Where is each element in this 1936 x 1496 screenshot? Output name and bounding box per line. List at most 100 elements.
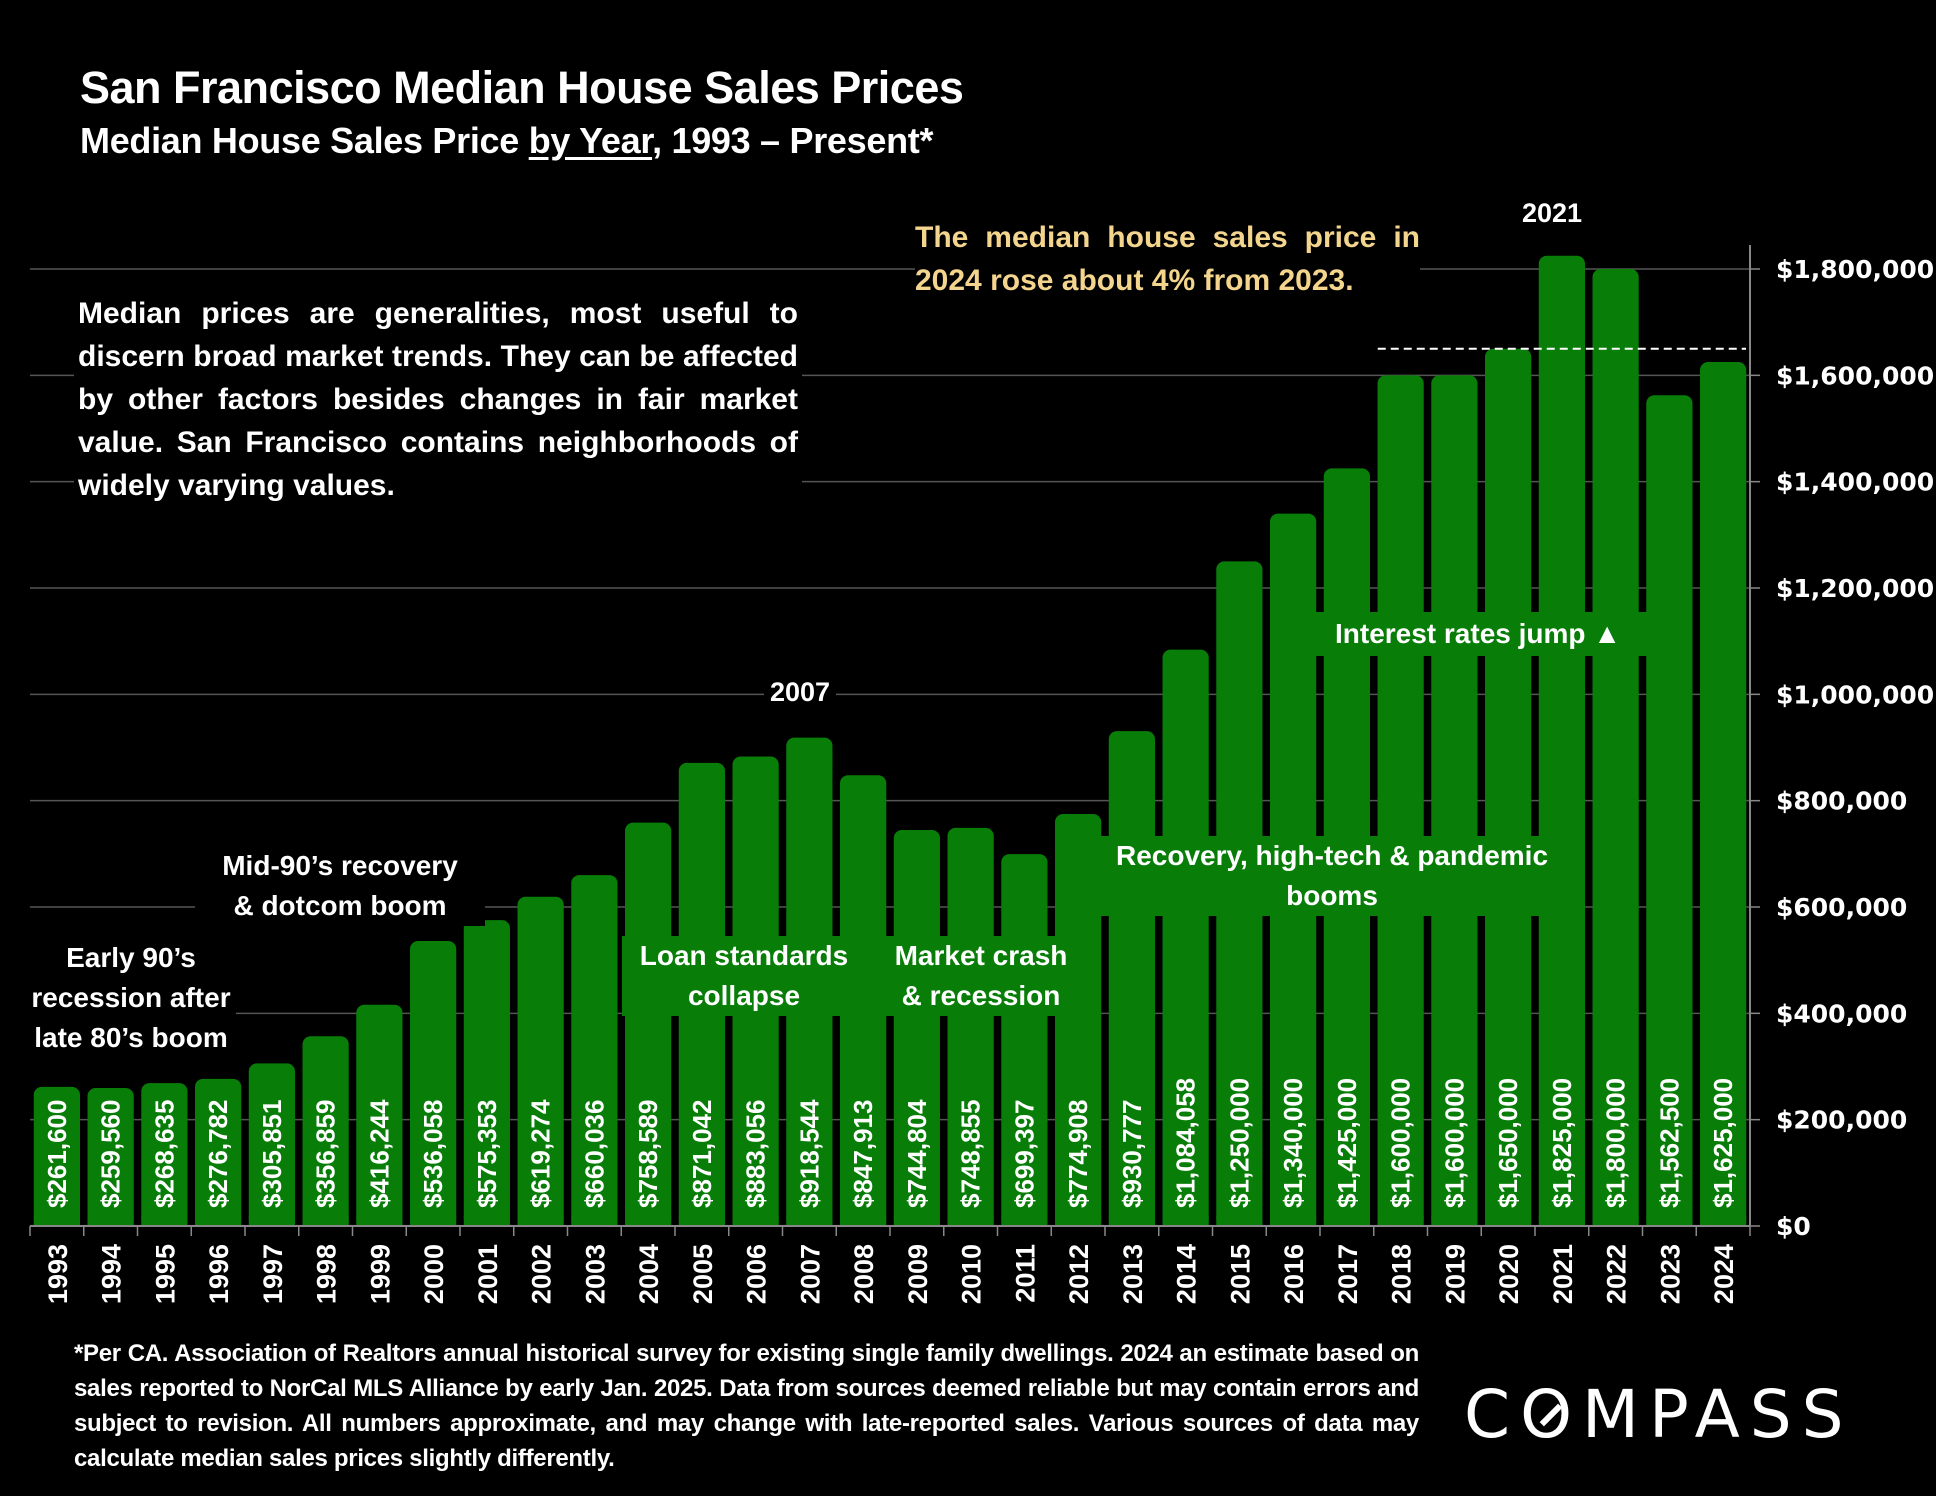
annotation-recovery: Recovery, high-tech & pandemic booms bbox=[1092, 836, 1572, 916]
bar-2021 bbox=[1538, 255, 1585, 1227]
x-tick-label: 2011 bbox=[1010, 1244, 1040, 1303]
annotation-early-90s: Early 90’s recession after late 80’s boo… bbox=[26, 938, 236, 1058]
subtitle-underlined: by Year bbox=[528, 120, 653, 161]
x-tick-label: 2002 bbox=[527, 1244, 557, 1304]
bar-base-1998 bbox=[302, 1216, 349, 1226]
bar-base-2001 bbox=[463, 1216, 510, 1226]
x-tick-label: 2024 bbox=[1709, 1244, 1739, 1304]
bar-1994 bbox=[87, 1088, 134, 1226]
axes bbox=[29, 245, 1760, 1236]
bar-base-2006 bbox=[732, 1216, 779, 1226]
bar-base-1997 bbox=[248, 1216, 295, 1226]
annotation-line: & recession bbox=[901, 980, 1061, 1011]
bar-2023 bbox=[1646, 395, 1693, 1226]
bar-value-label: $416,244 bbox=[364, 1099, 394, 1208]
bar-2004 bbox=[625, 822, 672, 1226]
annotation-line: recession after bbox=[31, 982, 231, 1013]
bar-base-2011 bbox=[1001, 1216, 1048, 1226]
bar-base-2018 bbox=[1377, 1216, 1424, 1226]
bar-base-2017 bbox=[1323, 1216, 1370, 1226]
bar-2001 bbox=[463, 920, 510, 1226]
bar-base-2012 bbox=[1055, 1216, 1102, 1226]
bar-value-label: $1,625,000 bbox=[1708, 1078, 1738, 1208]
chart-title: San Francisco Median House Sales Prices bbox=[80, 62, 964, 113]
bar-value-label: $847,913 bbox=[848, 1100, 878, 1208]
bar-value-label: $619,274 bbox=[526, 1099, 556, 1208]
bar-base-2023 bbox=[1646, 1216, 1693, 1226]
x-tick-label: 2013 bbox=[1118, 1244, 1148, 1304]
annotation-line: Early 90’s bbox=[66, 942, 196, 973]
bar-base-2013 bbox=[1108, 1216, 1155, 1226]
bar-2002 bbox=[517, 896, 564, 1226]
bar-value-label: $259,560 bbox=[96, 1100, 126, 1208]
bar-value-label: $758,589 bbox=[633, 1100, 663, 1208]
subtitle-prefix: Median House Sales Price bbox=[80, 120, 529, 161]
annotation-line: Mid-90’s recovery bbox=[222, 850, 458, 881]
annotation-loan-standards: Loan standards collapse bbox=[622, 936, 866, 1016]
x-tick-label: 1993 bbox=[43, 1244, 73, 1304]
x-tick-label: 2006 bbox=[742, 1244, 772, 1304]
logo-letter: C bbox=[1464, 1376, 1521, 1453]
bar-value-label: $305,851 bbox=[257, 1100, 287, 1208]
bar-value-label: $1,084,058 bbox=[1171, 1078, 1201, 1208]
bar-value-label: $1,825,000 bbox=[1547, 1078, 1577, 1208]
bar-base-1996 bbox=[195, 1216, 242, 1226]
x-tick-label: 2014 bbox=[1172, 1244, 1202, 1304]
bar-value-label: $1,562,500 bbox=[1654, 1078, 1684, 1208]
bar-base-2022 bbox=[1592, 1216, 1639, 1226]
bar-1997 bbox=[248, 1063, 295, 1226]
annotation-line: Recovery, high-tech & pandemic bbox=[1115, 840, 1549, 871]
y-tick-label: $1,800,000 bbox=[1776, 255, 1934, 284]
x-tick-label: 1999 bbox=[365, 1244, 395, 1304]
y-tick-label: $1,600,000 bbox=[1776, 361, 1934, 390]
bar-value-label: $1,340,000 bbox=[1278, 1078, 1308, 1208]
bar-value-label: $1,425,000 bbox=[1332, 1078, 1362, 1208]
bar-value-label: $261,600 bbox=[42, 1100, 72, 1208]
bars bbox=[33, 255, 1747, 1227]
bar-value-label: $748,855 bbox=[956, 1100, 986, 1208]
annotation-interest-rates: Interest rates jump ▲ bbox=[1300, 612, 1656, 656]
y-tick-labels: $0 $200,000 $400,000 $600,000 $800,000 $1,000… bbox=[1776, 255, 1934, 1241]
y-tick-label: $0 bbox=[1776, 1212, 1811, 1241]
x-tick-label: 1998 bbox=[312, 1244, 342, 1304]
bar-2020 bbox=[1485, 348, 1532, 1226]
annotation-line: & dotcom boom bbox=[233, 890, 447, 921]
compass-logo: COMPASS bbox=[1464, 1376, 1854, 1453]
bar-1993 bbox=[33, 1086, 80, 1226]
peak-label-2007: 2007 bbox=[764, 677, 837, 708]
bar-1998 bbox=[302, 1036, 349, 1226]
bar-chart: $261,600 $259,560 $268,635 $276,782 $305,851… bbox=[29, 245, 1934, 1304]
bar-base-1999 bbox=[356, 1216, 403, 1226]
bar-value-label: $575,353 bbox=[472, 1100, 502, 1208]
bar-base-2009 bbox=[893, 1216, 940, 1226]
x-tick-label: 1996 bbox=[204, 1244, 234, 1304]
bar-1999 bbox=[356, 1004, 403, 1226]
bar-value-label: $883,056 bbox=[741, 1100, 771, 1208]
x-tick-label: 1994 bbox=[97, 1244, 127, 1304]
peak-label-2021: 2021 bbox=[1516, 198, 1589, 229]
bar-1995 bbox=[141, 1083, 188, 1226]
bar-value-label: $1,600,000 bbox=[1439, 1078, 1469, 1208]
annotation-market-crash: Market crash & recession bbox=[870, 936, 1092, 1016]
bar-base-2007 bbox=[786, 1216, 833, 1226]
bar-base-2014 bbox=[1162, 1216, 1209, 1226]
bar-2024 bbox=[1700, 362, 1747, 1227]
annotation-line: Market crash bbox=[894, 940, 1068, 971]
bar-base-1994 bbox=[87, 1216, 134, 1226]
bar-value-label: $356,859 bbox=[311, 1100, 341, 1208]
y-tick-label: $400,000 bbox=[1776, 999, 1907, 1028]
x-tick-label: 1995 bbox=[150, 1244, 180, 1304]
bar-2012 bbox=[1055, 814, 1102, 1226]
bar-base-2019 bbox=[1431, 1216, 1478, 1226]
bar-value-label: $774,908 bbox=[1063, 1100, 1093, 1208]
bar-2014 bbox=[1162, 649, 1209, 1226]
bar-value-label: $268,635 bbox=[149, 1100, 179, 1208]
bar-value-label: $699,397 bbox=[1009, 1100, 1039, 1208]
x-tick-label: 2000 bbox=[419, 1244, 449, 1304]
x-tick-label: 2020 bbox=[1494, 1244, 1524, 1304]
annotation-line: late 80’s boom bbox=[34, 1022, 228, 1053]
x-tick-label: 2018 bbox=[1387, 1244, 1417, 1304]
x-tick-label: 2001 bbox=[473, 1244, 503, 1304]
footnote: *Per CA. Association of Realtors annual … bbox=[74, 1340, 1419, 1472]
bar-value-label: $536,058 bbox=[418, 1100, 448, 1208]
